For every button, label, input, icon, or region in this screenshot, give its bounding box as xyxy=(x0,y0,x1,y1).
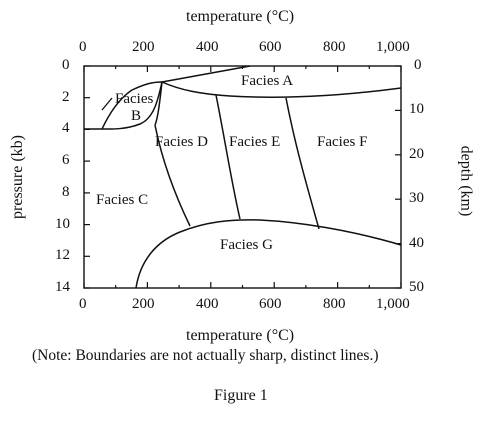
right-tick-marks xyxy=(395,65,401,289)
pressure-tick-label-12: 12 xyxy=(55,247,70,263)
boundaries-note: (Note: Boundaries are not actually sharp… xyxy=(32,347,379,364)
bottom-tick-label-400: 400 xyxy=(196,296,219,312)
facies-a-label: Facies A xyxy=(241,73,294,89)
bottom-axis-title: temperature (°C) xyxy=(186,327,295,344)
facies-c-label: Facies C xyxy=(96,192,149,208)
top-tick-label-800: 800 xyxy=(323,39,346,55)
pressure-tick-label-0: 0 xyxy=(62,57,70,73)
left-axis-title: pressure (kb) xyxy=(8,135,26,219)
bottom-tick-label-1000: 1,000 xyxy=(376,296,410,312)
facies-g-label: Facies G xyxy=(220,237,273,253)
bottom-tick-label-600: 600 xyxy=(259,296,282,312)
facies-e-label: Facies E xyxy=(229,134,281,150)
boundary-a-bottom xyxy=(161,81,402,98)
pressure-tick-label-8: 8 xyxy=(62,184,70,200)
depth-tick-label-50: 50 xyxy=(409,279,424,295)
top-tick-label-0: 0 xyxy=(79,39,87,55)
top-axis-title: temperature (°C) xyxy=(186,8,295,25)
facies-f-label: Facies F xyxy=(317,134,368,150)
pressure-tick-label-14: 14 xyxy=(55,279,70,295)
boundary-e-f xyxy=(285,97,320,230)
pressure-tick-label-10: 10 xyxy=(55,216,70,232)
bottom-tick-label-0: 0 xyxy=(79,296,87,312)
left-tick-marks xyxy=(84,65,90,289)
boundary-b-left-edge xyxy=(101,97,113,111)
depth-tick-label-10: 10 xyxy=(409,101,424,117)
depth-tick-label-0: 0 xyxy=(414,57,422,73)
depth-tick-label-20: 20 xyxy=(409,146,424,162)
facies-b-label-line1: Facies xyxy=(115,91,154,107)
pressure-tick-label-2: 2 xyxy=(62,89,70,105)
boundary-c-d xyxy=(154,124,191,227)
facies-boundaries xyxy=(84,65,402,289)
bottom-tick-label-800: 800 xyxy=(323,296,346,312)
boundary-b-d xyxy=(154,81,163,126)
pressure-tick-label-6: 6 xyxy=(62,152,70,168)
depth-tick-label-40: 40 xyxy=(409,235,424,251)
top-tick-label-400: 400 xyxy=(196,39,219,55)
facies-d-label: Facies D xyxy=(155,134,208,150)
top-tick-label-200: 200 xyxy=(132,39,155,55)
figure-caption: Figure 1 xyxy=(214,387,268,404)
top-tick-label-600: 600 xyxy=(259,39,282,55)
bottom-tick-marks xyxy=(83,282,402,288)
pressure-tick-label-4: 4 xyxy=(62,120,70,136)
bottom-tick-label-200: 200 xyxy=(132,296,155,312)
boundary-a-top xyxy=(161,65,251,83)
boundary-g xyxy=(135,219,402,289)
boundary-d-e xyxy=(215,94,241,220)
top-tick-label-1000: 1,000 xyxy=(376,39,410,55)
depth-tick-label-30: 30 xyxy=(409,190,424,206)
right-axis-title: depth (km) xyxy=(457,145,475,217)
facies-b-label-line2: B xyxy=(131,108,142,124)
